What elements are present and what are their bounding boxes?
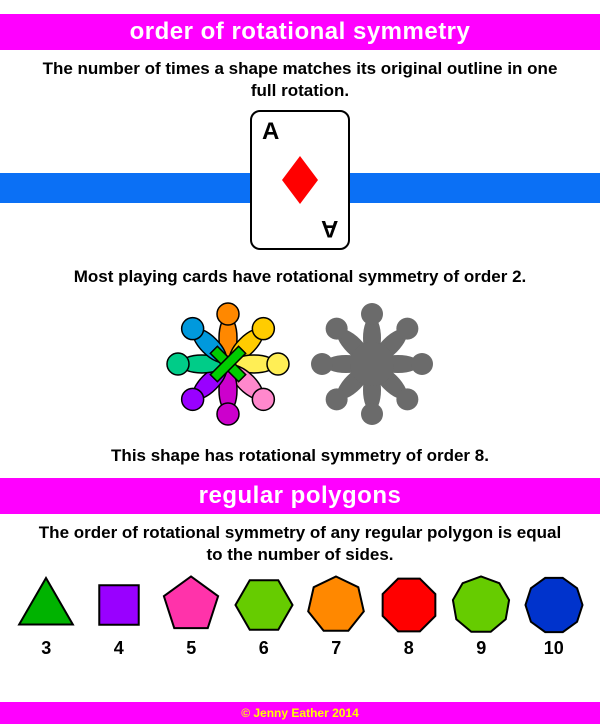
polygon-9: 9 — [450, 574, 512, 659]
polygon-7: 7 — [305, 574, 367, 659]
polygon-5: 5 — [160, 574, 222, 659]
card-letter-bottom: A — [321, 214, 338, 242]
card-letter-top: A — [262, 118, 279, 146]
polygon-label: 6 — [233, 638, 295, 659]
polygon-10: 10 — [523, 574, 585, 659]
polygon-label: 8 — [378, 638, 440, 659]
diamond-icon — [282, 156, 318, 204]
polygons-row: 3456789 10 — [0, 574, 600, 659]
polygon-label: 4 — [88, 638, 150, 659]
polygon-label: 7 — [305, 638, 367, 659]
polygon-3: 3 — [15, 574, 77, 659]
footer-copyright: © Jenny Eather 2014 — [0, 702, 600, 724]
header-rotational: order of rotational symmetry — [0, 14, 600, 50]
figure-8-color — [158, 299, 298, 429]
polygon-8: 8 — [378, 574, 440, 659]
polygon-6: 6 — [233, 574, 295, 659]
description-rotational: The number of times a shape matches its … — [0, 50, 600, 110]
polygon-label: 10 — [523, 638, 585, 659]
figure-8-shadow — [302, 299, 442, 429]
figure-row — [0, 299, 600, 434]
caption-order2: Most playing cards have rotational symme… — [0, 255, 600, 299]
header-polygons: regular polygons — [0, 478, 600, 514]
polygon-4: 4 — [88, 574, 150, 659]
caption-order8: This shape has rotational symmetry of or… — [0, 434, 600, 478]
polygon-label: 5 — [160, 638, 222, 659]
playing-card: A A — [250, 110, 350, 250]
polygon-label: 3 — [15, 638, 77, 659]
card-container: A A — [0, 110, 600, 255]
polygon-label: 9 — [450, 638, 512, 659]
description-polygons: The order of rotational symmetry of any … — [0, 514, 600, 574]
